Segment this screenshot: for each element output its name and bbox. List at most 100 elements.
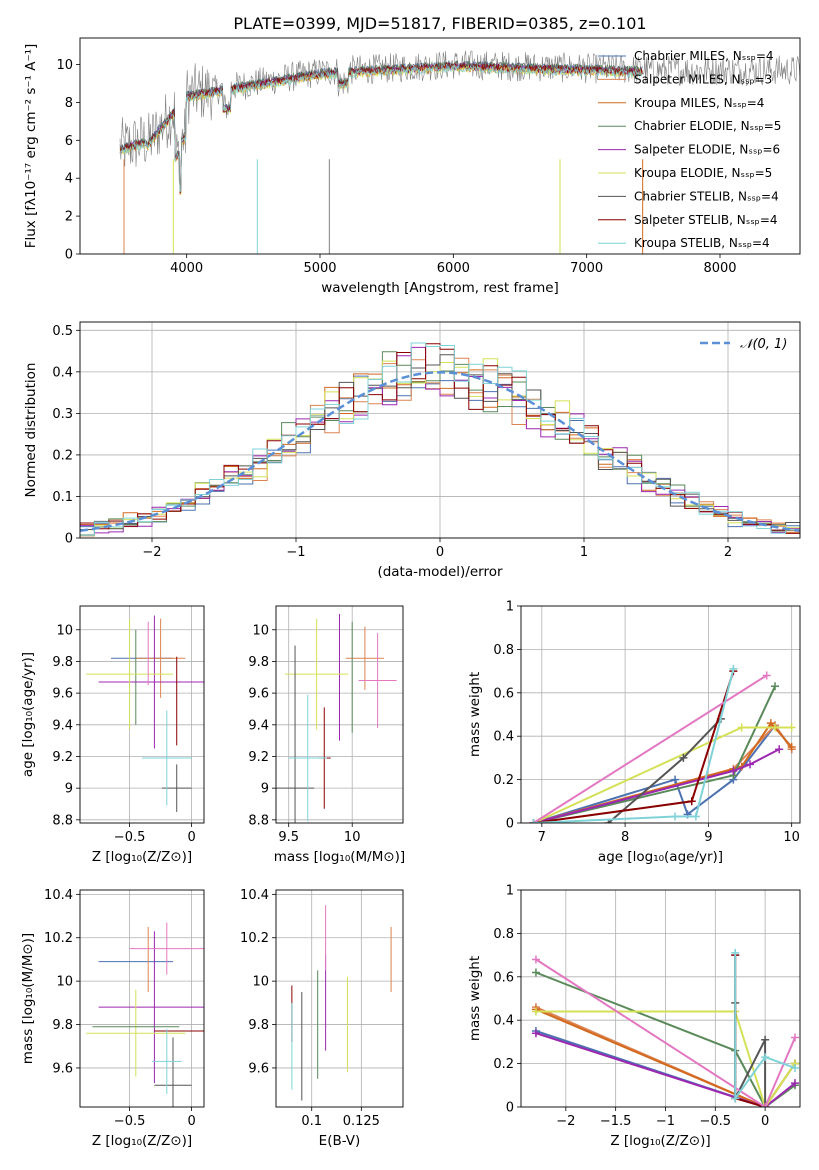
histogram-step — [80, 375, 800, 531]
y-tick-label: 10.4 — [240, 888, 269, 903]
x-tick-label: 0.1 — [301, 1114, 322, 1129]
panel-mass-weight-vs-age: 7 8 9 10 0 0.2 0.4 0.6 0.8 1 age [log₁₀(age/yr)] ma… — [467, 600, 801, 865]
mass-weight-marker — [775, 745, 784, 754]
x-tick-label: 9 — [704, 830, 712, 845]
mass-weight-marker — [761, 1103, 770, 1107]
y-tick-label: 9.6 — [52, 1061, 73, 1076]
mass-weight-marker — [531, 1007, 540, 1016]
x-tick-label: 2 — [724, 545, 732, 560]
y-tick-label: 10 — [252, 975, 269, 990]
mass-weight-line — [535, 1010, 796, 1107]
y-tick-label: 0 — [506, 817, 514, 832]
x-tick-label: 8 — [621, 830, 629, 845]
axes-frame — [79, 37, 801, 255]
y-tick-label: 0.5 — [52, 324, 73, 339]
mass-weight-marker — [531, 1029, 540, 1038]
mass-weight-marker — [746, 760, 755, 769]
axes-frame — [520, 889, 801, 1108]
mass-weight-line — [734, 952, 796, 1102]
y-tick-label: 0.3 — [52, 407, 73, 422]
mass-weight-marker — [531, 968, 540, 977]
y-tick-label: 9.2 — [52, 750, 73, 765]
mass-weight-line — [533, 721, 793, 823]
x-tick-label: 9.5 — [278, 830, 299, 845]
x-tick-label: −2 — [142, 545, 161, 560]
mass-weight-marker — [771, 682, 780, 691]
y-tick-label: 10 — [56, 975, 73, 990]
plot-area — [521, 890, 800, 1107]
x-axis-label: Z [log₁₀(Z/Z⊙)] — [610, 1133, 710, 1149]
plot-area — [276, 890, 403, 1107]
axes-frame — [79, 889, 205, 1108]
x-tick-label: −1 — [656, 1114, 675, 1129]
panel-mass-weight-vs-Z: −2 −1.5 −1 −0.5 0 0 0.2 0.4 0.6 0.8 1 Z [log₁₀(Z/Z⊙… — [467, 884, 801, 1149]
residual-legend: 𝒩(0, 1) — [700, 337, 787, 352]
y-tick-label: 8.8 — [52, 813, 73, 828]
legend-label: Salpeter STELIB, Nₛₛₚ=4 — [634, 213, 778, 227]
plot-area — [521, 606, 800, 823]
x-tick-label: 0.125 — [343, 1114, 380, 1129]
x-tick-label: 1 — [580, 545, 588, 560]
mass-weight-line — [533, 726, 792, 823]
y-tick-label: 0.8 — [493, 927, 514, 942]
mass-weight-marker — [729, 766, 738, 775]
mass-weight-marker — [787, 743, 796, 752]
y-tick-label: 9.8 — [52, 655, 73, 670]
plot-area — [80, 606, 204, 823]
y-tick-label: 0.2 — [493, 1057, 514, 1072]
y-axis-label: mass weight — [467, 956, 483, 1041]
x-tick-label: 4000 — [170, 261, 203, 276]
x-tick-label: 0 — [187, 830, 195, 845]
mass-weight-line — [533, 748, 780, 823]
mass-weight-marker — [671, 775, 680, 784]
x-tick-label: −1 — [286, 545, 305, 560]
y-tick-label: 6 — [65, 134, 73, 149]
gaussian-curve — [80, 371, 800, 532]
plot-area — [80, 322, 800, 538]
x-tick-label: 6000 — [437, 261, 470, 276]
y-tick-label: 0.4 — [493, 1014, 514, 1029]
x-tick-label: −0.5 — [700, 1114, 732, 1129]
y-tick-label: 9.2 — [248, 750, 269, 765]
mass-weight-marker — [531, 955, 540, 964]
y-tick-label: 9.8 — [248, 655, 269, 670]
y-tick-label: 0.6 — [493, 970, 514, 985]
mass-weight-marker — [771, 723, 780, 732]
histogram-step — [80, 346, 800, 534]
axes-frame — [275, 605, 404, 824]
legend-label: Chabrier STELIB, Nₛₛₚ=4 — [634, 189, 779, 203]
y-tick-label: 10 — [56, 58, 73, 73]
mass-weight-marker — [687, 797, 696, 806]
y-tick-label: 0 — [506, 1101, 514, 1116]
y-tick-label: 0.8 — [493, 643, 514, 658]
histogram-step — [80, 358, 800, 531]
axes-frame — [79, 321, 801, 539]
mass-weight-marker — [737, 723, 746, 732]
y-tick-label: 0 — [65, 248, 73, 263]
mass-weight-line — [535, 958, 796, 1107]
histogram-step — [80, 342, 800, 536]
x-axis-label: age [log₁₀(age/yr)] — [598, 849, 723, 865]
x-tick-label: 10 — [344, 830, 361, 845]
mass-weight-line — [535, 1032, 796, 1107]
y-tick-label: 0.4 — [52, 365, 73, 380]
mass-weight-marker — [679, 753, 688, 762]
mass-weight-line — [533, 723, 793, 823]
mass-weight-line — [533, 668, 735, 823]
y-tick-label: 9.4 — [248, 718, 269, 733]
y-tick-label: 9.8 — [248, 1018, 269, 1033]
axes-frame — [520, 605, 801, 824]
mass-weight-marker — [791, 1033, 800, 1042]
y-tick-label: 2 — [65, 210, 73, 225]
y-tick-label: 9 — [261, 782, 269, 797]
legend-label: Salpeter ELODIE, Nₛₛₚ=6 — [634, 143, 780, 157]
mass-weight-line — [533, 723, 793, 823]
y-tick-label: 0.1 — [52, 490, 73, 505]
x-axis-label: E(B-V) — [319, 1133, 361, 1149]
y-tick-label: 1 — [506, 884, 514, 899]
y-tick-label: 9.8 — [52, 1018, 73, 1033]
panel-spectrum: 4000 5000 6000 7000 8000 0 2 4 6 8 10 wavelength [A… — [23, 37, 801, 296]
mass-weight-marker — [731, 1094, 740, 1103]
y-tick-label: 0 — [65, 532, 73, 547]
